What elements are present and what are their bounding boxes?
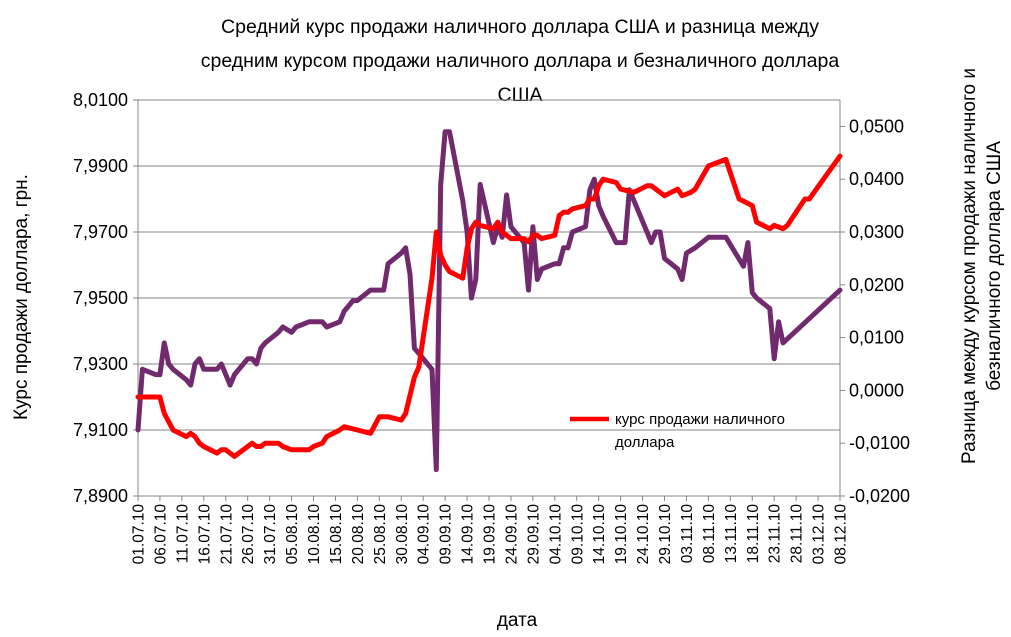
x-tick-label-23: 24.10.10	[635, 504, 652, 565]
x-tick-label-17: 24.09.10	[503, 504, 520, 565]
left-tick-label-6: 8,0100	[73, 90, 128, 110]
x-tick-label-22: 19.10.10	[613, 504, 630, 565]
x-tick-label-18: 29.09.10	[525, 504, 542, 565]
chart-title-line-1: Средний курс продажи наличного доллара С…	[221, 16, 819, 38]
series-line-0	[135, 153, 843, 459]
x-tick-label-9: 15.08.10	[328, 504, 345, 565]
x-tick-label-11: 25.08.10	[372, 504, 389, 565]
chart-title-line-2: средним курсом продажи наличного доллара…	[201, 50, 840, 72]
x-tick-label-7: 05.08.10	[284, 504, 301, 565]
x-tick-label-25: 03.11.10	[679, 504, 696, 564]
x-tick-label-8: 10.08.10	[306, 504, 323, 565]
x-tick-label-27: 13.11.10	[723, 504, 740, 564]
x-tick-label-6: 31.07.10	[262, 504, 279, 565]
x-tick-label-12: 30.08.10	[394, 504, 411, 565]
x-tick-label-16: 19.09.10	[482, 504, 499, 565]
series-line-1	[135, 129, 843, 473]
right-tick-label-2: 0,0000	[849, 380, 904, 400]
x-tick-label-32: 08.12.10	[833, 504, 850, 565]
right-axis-label-line-1: Разница между курсом продажи наличного и	[959, 68, 980, 464]
x-tick-label-29: 23.11.10	[767, 504, 784, 564]
left-tick-label-1: 7,9100	[73, 420, 128, 440]
left-tick-label-4: 7,9700	[73, 222, 128, 242]
x-tick-label-30: 28.11.10	[789, 504, 806, 564]
left-tick-label-2: 7,9300	[73, 354, 128, 374]
x-axis-tick-labels: 01.07.10 06.07.10 11.07.10 16.07.10 21.07.10…	[131, 496, 850, 564]
x-tick-label-24: 29.10.10	[657, 504, 674, 565]
left-axis-label: Курс продажи доллара, грн.	[11, 174, 32, 420]
right-axis-label-line-2: безналичного доллара США	[984, 141, 1005, 391]
right-tick-label-6: 0,0400	[849, 169, 904, 189]
x-tick-label-15: 14.09.10	[460, 504, 477, 565]
x-tick-label-10: 20.08.10	[350, 504, 367, 565]
right-tick-label-1: -0,0100	[849, 433, 910, 453]
x-axis-label: дата	[497, 610, 538, 631]
x-tick-label-19: 04.10.10	[547, 504, 564, 565]
x-tick-label-1: 06.07.10	[152, 504, 169, 565]
legend: курс продажи наличного доллара	[570, 411, 785, 451]
legend-label-line-1: курс продажи наличного	[615, 411, 785, 428]
left-tick-label-5: 7,9900	[73, 156, 128, 176]
right-tick-label-7: 0,0500	[849, 116, 904, 136]
x-tick-label-21: 14.10.10	[591, 504, 608, 565]
left-tick-label-0: 7,8900	[73, 486, 128, 506]
right-tick-label-3: 0,0100	[849, 328, 904, 348]
x-tick-label-28: 18.11.10	[745, 504, 762, 564]
legend-label-line-2: доллара	[615, 434, 675, 451]
right-tick-label-5: 0,0300	[849, 222, 904, 242]
right-tick-label-4: 0,0200	[849, 275, 904, 295]
right-tick-label-0: -0,0200	[849, 486, 910, 506]
x-tick-label-5: 26.07.10	[240, 504, 257, 565]
x-tick-label-20: 09.10.10	[569, 504, 586, 565]
x-tick-label-4: 21.07.10	[218, 504, 235, 565]
series-layer	[135, 129, 843, 473]
x-tick-label-0: 01.07.10	[131, 504, 148, 565]
x-tick-label-31: 03.12.10	[811, 504, 828, 565]
x-tick-label-13: 04.09.10	[416, 504, 433, 565]
x-tick-label-3: 16.07.10	[196, 504, 213, 565]
x-tick-label-26: 08.11.10	[701, 504, 718, 564]
left-tick-label-3: 7,9500	[73, 288, 128, 308]
x-tick-label-14: 09.09.10	[438, 504, 455, 565]
x-tick-label-2: 11.07.10	[174, 504, 191, 564]
left-axis-tick-labels: 7,8900 7,9100 7,9300 7,9500 7,9700 7,9900 8,01…	[73, 90, 138, 506]
chart-title-line-3: США	[498, 84, 543, 106]
right-axis-tick-labels: -0,0200 -0,0100 0,0000 0,0100 0,0200 0,0300 0,…	[840, 116, 910, 506]
